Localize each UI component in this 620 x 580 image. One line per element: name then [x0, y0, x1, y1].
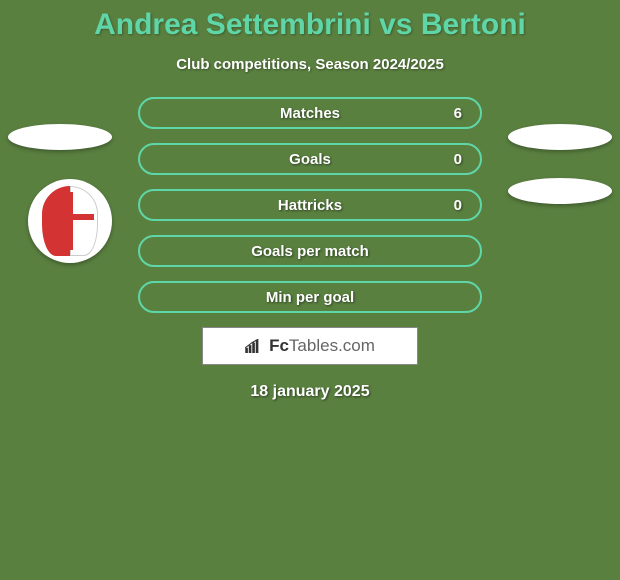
- player-photo-left: [8, 124, 112, 150]
- stat-row-matches: Matches 6: [138, 97, 482, 129]
- player-photo-right: [508, 124, 612, 150]
- page-title: Andrea Settembrini vs Bertoni: [0, 8, 620, 42]
- stat-value: 0: [454, 197, 462, 214]
- stat-label: Goals: [289, 151, 331, 168]
- club-shield-icon: [42, 186, 98, 256]
- stat-row-min-per-goal: Min per goal: [138, 281, 482, 313]
- stat-label: Hattricks: [278, 197, 342, 214]
- stat-label: Goals per match: [251, 243, 369, 260]
- stat-row-hattricks: Hattricks 0: [138, 189, 482, 221]
- stat-row-goals-per-match: Goals per match: [138, 235, 482, 267]
- player-photo-right-2: [508, 178, 612, 204]
- stat-row-goals: Goals 0: [138, 143, 482, 175]
- stat-label: Min per goal: [266, 289, 354, 306]
- date-label: 18 january 2025: [0, 383, 620, 401]
- stat-value: 0: [454, 151, 462, 168]
- club-badge: [28, 179, 112, 263]
- subtitle: Club competitions, Season 2024/2025: [0, 56, 620, 73]
- site-logo-text: FcTables.com: [269, 336, 375, 356]
- stat-value: 6: [454, 105, 462, 122]
- bar-chart-icon: [245, 339, 263, 353]
- stat-label: Matches: [280, 105, 340, 122]
- stats-list: Matches 6 Goals 0 Hattricks 0 Goals per …: [138, 97, 482, 313]
- site-logo-box[interactable]: FcTables.com: [202, 327, 418, 365]
